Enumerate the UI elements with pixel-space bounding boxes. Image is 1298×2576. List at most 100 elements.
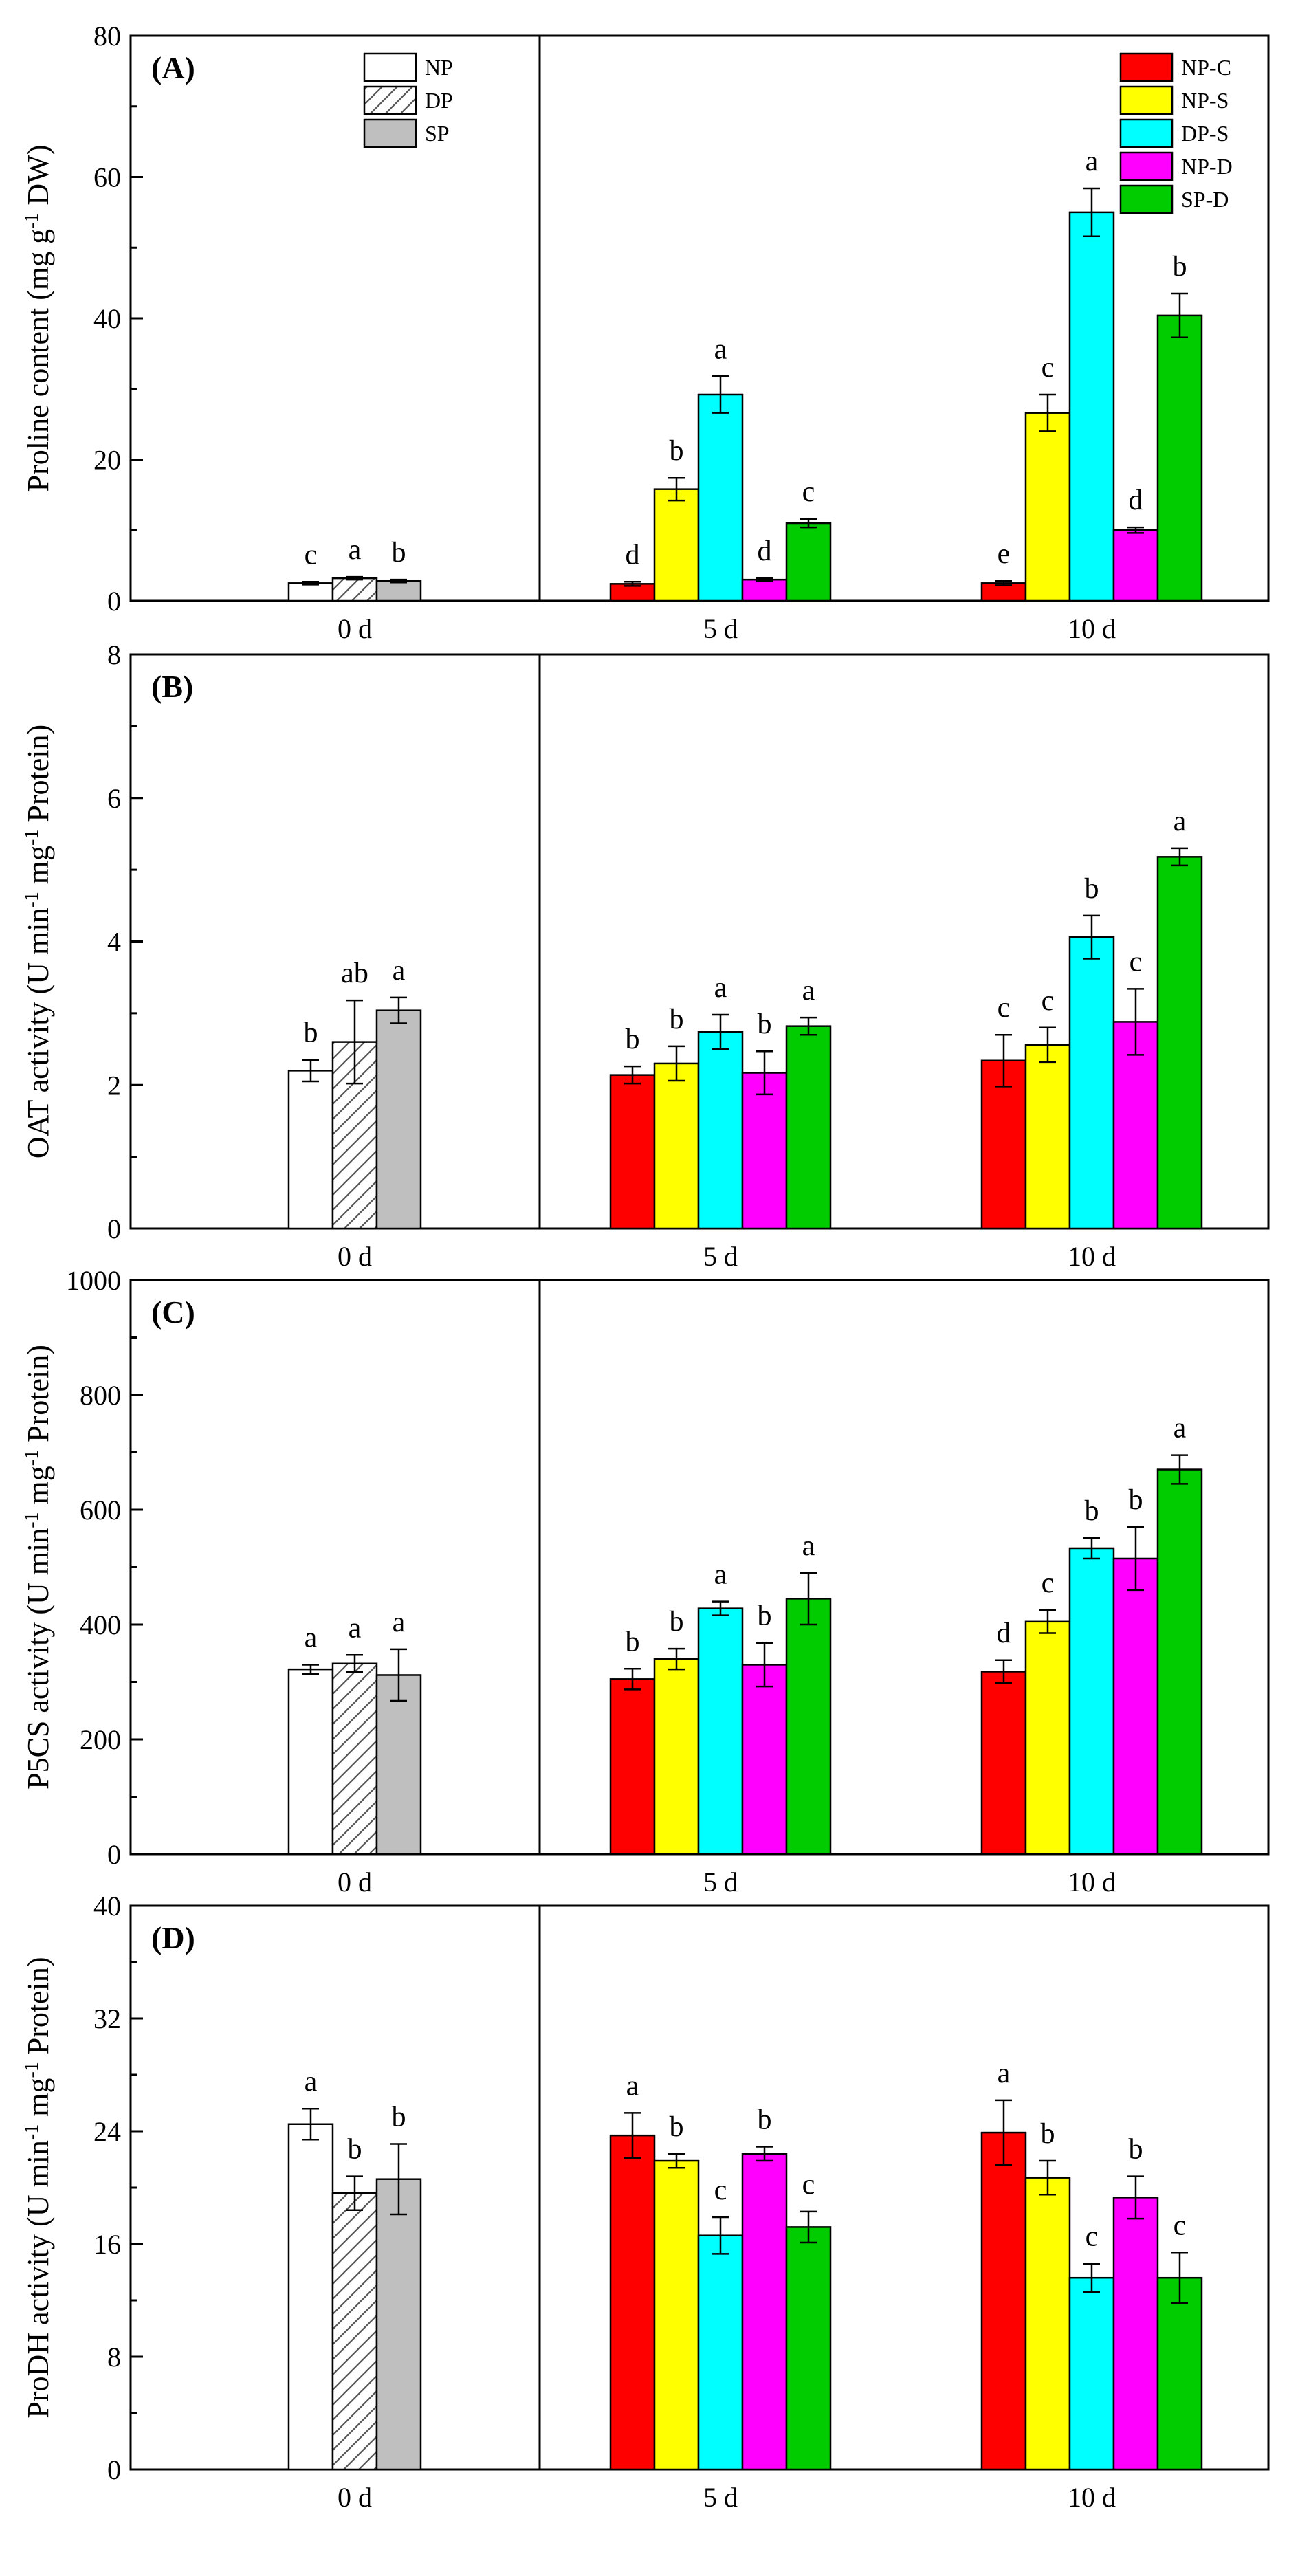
- bar-NP: [287, 2123, 334, 2471]
- y-tick-label: 40: [94, 1891, 121, 1922]
- bar-SP-D: [785, 2226, 832, 2471]
- y-axis-label-part: -1: [21, 2062, 43, 2078]
- significance-letter: a: [998, 2058, 1011, 2089]
- chart-panel-4: 0 8 16 24 32 40 0 d 5 d 10 d ProDH activity (U mi…: [21, 1891, 1270, 2513]
- y-axis-label-part: Protein): [21, 725, 55, 830]
- significance-letter: c: [802, 476, 815, 508]
- y-tick-label: 16: [94, 2229, 121, 2260]
- bar-NP: [287, 1070, 334, 1230]
- y-axis-label-part: Proline content (mg g: [21, 229, 55, 492]
- y-tick-label: 32: [94, 2003, 121, 2034]
- significance-letter: a: [1174, 1413, 1187, 1444]
- legend-label: SP: [425, 121, 450, 146]
- legend-swatch-SP: [363, 118, 417, 148]
- legend-swatch-NP-D: [1119, 151, 1174, 181]
- significance-letter: c: [1174, 2210, 1187, 2241]
- bar-NP-D: [1112, 2197, 1159, 2471]
- y-axis-label: P5CS activity (U min-1 mg-1 Protein): [21, 1345, 56, 1790]
- legend-swatch-DP: [363, 85, 417, 115]
- significance-letter: a: [714, 333, 727, 365]
- y-tick-label: 4: [107, 927, 121, 958]
- significance-letter: b: [626, 1024, 640, 1055]
- bar-SP: [375, 2178, 422, 2471]
- bar-DP-S: [1068, 936, 1115, 1230]
- x-tick-label: 5 d: [703, 613, 738, 644]
- bar-NP-S: [653, 1062, 700, 1230]
- legend-label: DP-S: [1181, 121, 1229, 146]
- bar-SP-D: [785, 1598, 832, 1856]
- significance-letter: a: [349, 534, 362, 566]
- significance-letter: a: [393, 955, 406, 987]
- bar-DP: [331, 2192, 378, 2471]
- significance-letter: b: [392, 537, 406, 569]
- bar-DP-S: [1068, 2276, 1115, 2471]
- bar-DP: [331, 1662, 378, 1856]
- y-axis-label-part: mg: [21, 1466, 55, 1512]
- legend-swatch-NP-S: [1119, 85, 1174, 115]
- y-tick-label: 600: [80, 1495, 121, 1526]
- legend-label: NP-S: [1181, 88, 1229, 113]
- y-axis-label-part: Protein): [21, 1957, 55, 2062]
- significance-letter: d: [997, 1618, 1011, 1649]
- x-tick-label: 10 d: [1068, 1241, 1116, 1272]
- bar-SP: [375, 1674, 422, 1856]
- y-axis-label-part: mg: [21, 2078, 55, 2124]
- significance-letter: ab: [341, 958, 368, 989]
- bar-NP-D: [1112, 1557, 1159, 1856]
- legend-label: NP-C: [1181, 55, 1231, 80]
- y-axis-label-part: -1: [21, 213, 43, 229]
- x-tick-label: 0 d: [338, 2482, 372, 2513]
- panel-label: (C): [151, 1295, 195, 1330]
- y-tick-label: 80: [94, 21, 121, 52]
- bar-SP-D: [1156, 1468, 1203, 1856]
- bar-NP-S: [1024, 2177, 1071, 2471]
- y-axis-label: Proline content (mg g-1 DW): [21, 145, 56, 492]
- y-tick-label: 0: [107, 586, 121, 617]
- significance-letter: a: [714, 1559, 727, 1591]
- significance-letter: c: [1042, 1567, 1055, 1599]
- significance-letter: a: [1086, 146, 1099, 177]
- legend: NP DP SP NP-C NP-S DP-S NP-D SP-D: [363, 52, 1233, 214]
- bar-NP-S: [653, 2159, 700, 2471]
- y-tick-label: 60: [94, 162, 121, 193]
- significance-letter: e: [998, 538, 1011, 570]
- bar-SP-D: [1156, 314, 1203, 602]
- y-axis-label-part: -1: [21, 1512, 43, 1528]
- bar-SP: [375, 580, 422, 602]
- bar-SP-D: [1156, 856, 1203, 1230]
- y-tick-label: 8: [107, 2342, 121, 2373]
- significance-letter: c: [1042, 985, 1055, 1017]
- chart-panel-3: 0 200 400 600 800 1000 0 d 5 d 10 d P5CS activity…: [21, 1265, 1270, 1897]
- y-axis-label-part: -1: [21, 1450, 43, 1466]
- legend-label: SP-D: [1181, 187, 1229, 212]
- x-tick-label: 0 d: [338, 1867, 372, 1897]
- significance-letter: d: [626, 539, 640, 571]
- y-tick-label: 0: [107, 1213, 121, 1244]
- significance-letter: b: [304, 1017, 318, 1049]
- bar-SP-D: [785, 522, 832, 602]
- y-tick-label: 6: [107, 783, 121, 814]
- significance-letter: c: [714, 2175, 727, 2206]
- x-tick-label: 10 d: [1068, 613, 1116, 644]
- significance-letter: a: [305, 2066, 318, 2098]
- significance-letter: a: [626, 2070, 639, 2102]
- bar-NP-S: [1024, 1044, 1071, 1230]
- bar-DP-S: [697, 1607, 744, 1856]
- bar-NP-S: [1024, 1620, 1071, 1856]
- y-tick-label: 0: [107, 2454, 121, 2485]
- x-tick-label: 5 d: [703, 1241, 738, 1272]
- bar-SP: [375, 1009, 422, 1230]
- x-tick-label: 5 d: [703, 1867, 738, 1897]
- bar-SP-D: [785, 1025, 832, 1230]
- y-axis-label-part: -1: [21, 2124, 43, 2140]
- significance-letter: d: [1129, 485, 1143, 516]
- bar-DP: [331, 577, 378, 602]
- y-axis-label-part: ProDH activity (U min: [21, 2140, 55, 2419]
- significance-letter: c: [1130, 946, 1143, 978]
- legend-swatch-NP: [363, 52, 417, 82]
- y-axis-label-part: P5CS activity (U min: [21, 1528, 55, 1790]
- significance-letter: b: [1085, 873, 1099, 905]
- significance-letter: c: [802, 2169, 815, 2201]
